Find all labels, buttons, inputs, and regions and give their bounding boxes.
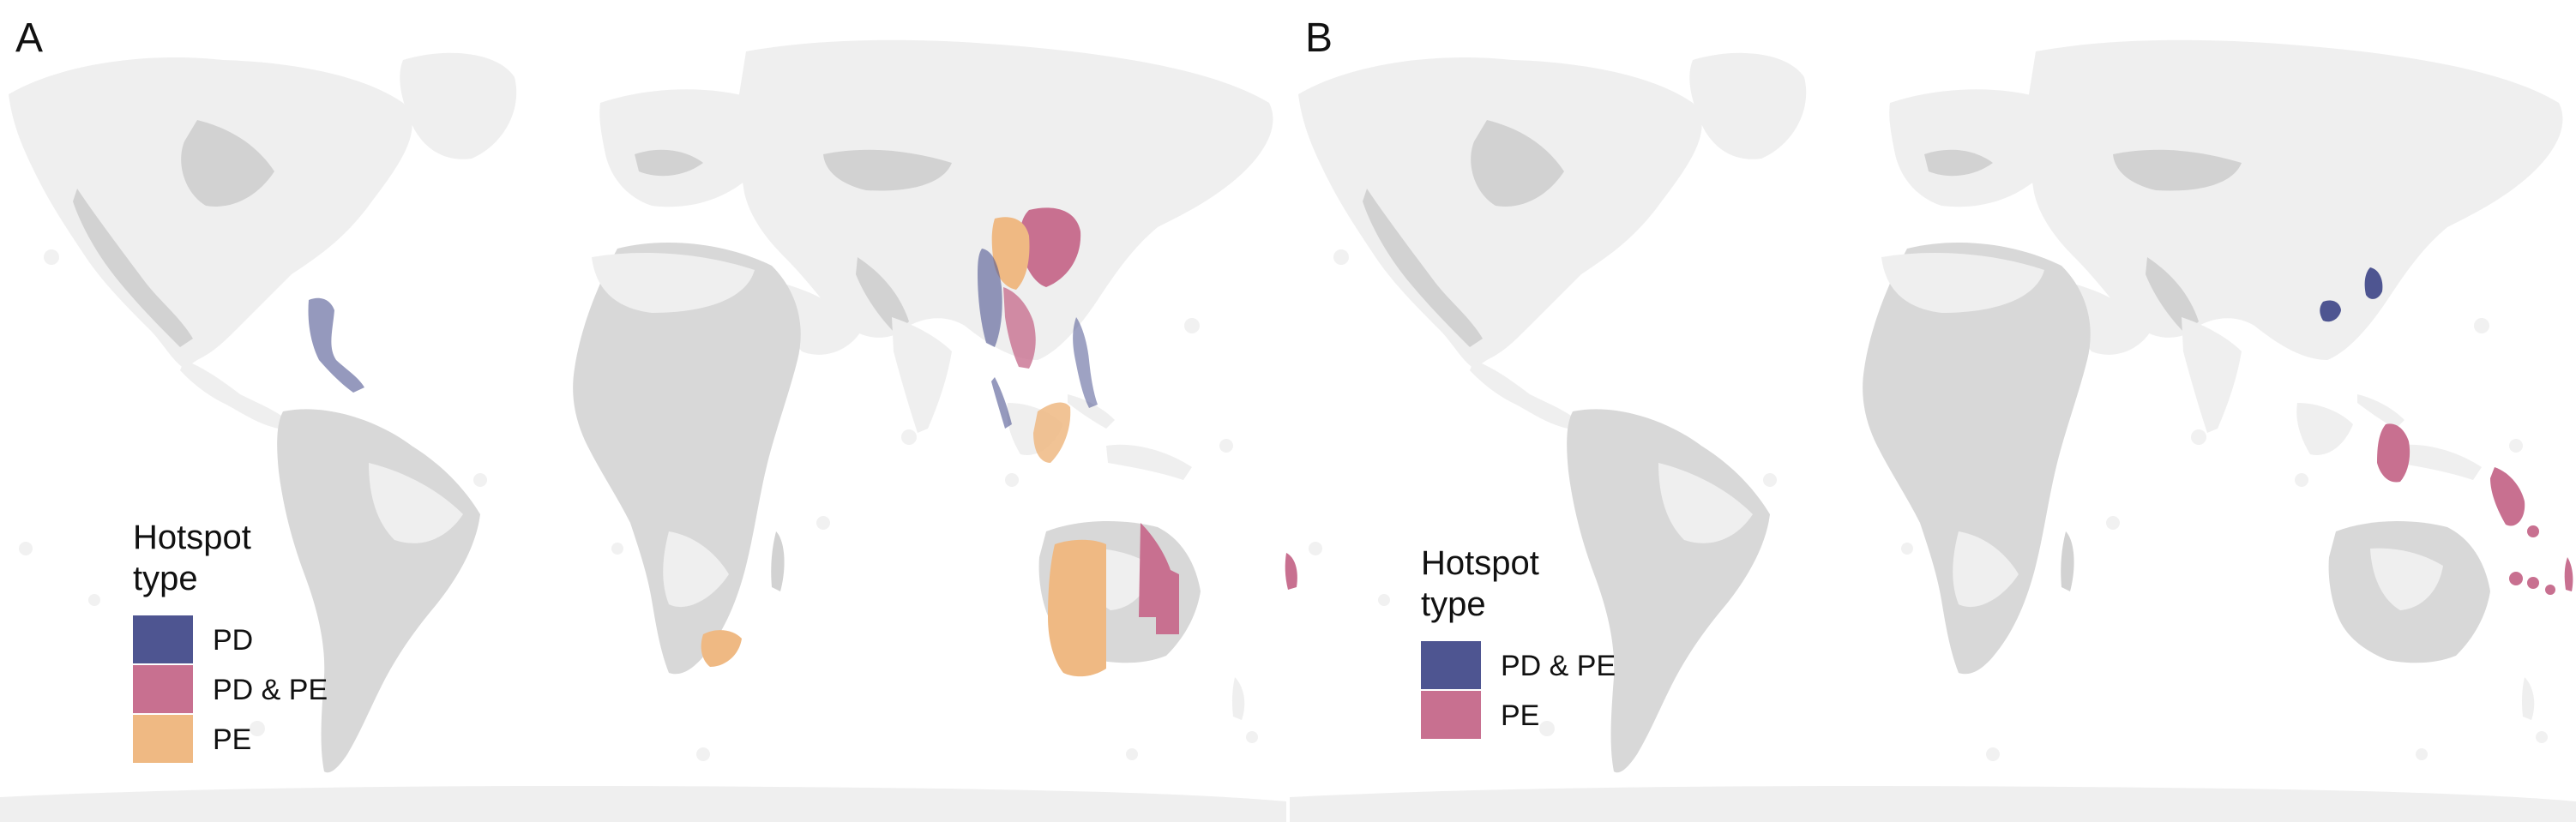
- hotspot-western-australia: [1048, 539, 1106, 677]
- hotspot-central-america: [308, 297, 364, 393]
- legend-b-swatch-pd-pe: [1421, 641, 1481, 689]
- hotspot-new-caledonia-b: [2564, 557, 2573, 591]
- legend-a-title-line2: type: [133, 560, 198, 597]
- hotspot-hainan: [2320, 300, 2341, 322]
- hotspot-philippines: [1073, 317, 1098, 408]
- legend-a-label-pd-pe: PD & PE: [213, 674, 328, 706]
- hotspot-new-caledonia: [1285, 553, 1297, 590]
- legend-a-label-pe: PE: [213, 723, 251, 756]
- hotspots-a: [308, 207, 1297, 677]
- hotspot-sulawesi: [2377, 423, 2410, 483]
- legend-a-swatch-pe: [133, 715, 193, 763]
- legend-b-label-pe: PE: [1501, 699, 1539, 732]
- hotspot-south-africa: [701, 630, 742, 667]
- legend-b-swatch-pe: [1421, 691, 1481, 739]
- hotspot-queensland: [1139, 523, 1179, 634]
- legend-a-label-pd: PD: [213, 624, 253, 657]
- panel-a-letter: A: [15, 15, 43, 61]
- hotspot-indochina: [1003, 287, 1036, 369]
- legend-b: Hotspot type PD & PE PE: [1421, 544, 1616, 739]
- hotspot-southern-china-west: [991, 217, 1030, 290]
- hotspot-southern-china-east: [1020, 207, 1081, 287]
- hotspots-b: [2320, 267, 2573, 595]
- hotspot-borneo: [1033, 402, 1071, 463]
- panel-b-letter: B: [1305, 15, 1333, 61]
- legend-a-swatch-pd-pe: [133, 665, 193, 713]
- hotspot-malay-peninsula: [991, 377, 1012, 429]
- legend-a: Hotspot type PD PD & PE PE: [133, 519, 328, 763]
- hotspot-vanuatu-3: [2545, 585, 2555, 595]
- hotspot-vanuatu-1: [2509, 572, 2523, 585]
- legend-b-label-pd-pe: PD & PE: [1501, 650, 1616, 682]
- legend-b-title-line1: Hotspot: [1421, 544, 1539, 582]
- panel-b: B Hotspot type PD & PE PE: [1290, 15, 2576, 822]
- hotspot-vanuatu-2: [2527, 577, 2539, 589]
- legend-b-title-line2: type: [1421, 585, 1486, 623]
- hotspot-taiwan: [2364, 267, 2383, 299]
- legend-a-title-line1: Hotspot: [133, 519, 251, 556]
- legend-a-swatch-pd: [133, 615, 193, 663]
- hotspot-solomon-islands: [2527, 525, 2539, 537]
- hotspot-myanmar: [978, 249, 1002, 347]
- panel-a: A Hotspot type PD PD & PE: [0, 15, 1297, 822]
- hotspot-new-guinea: [2490, 467, 2525, 526]
